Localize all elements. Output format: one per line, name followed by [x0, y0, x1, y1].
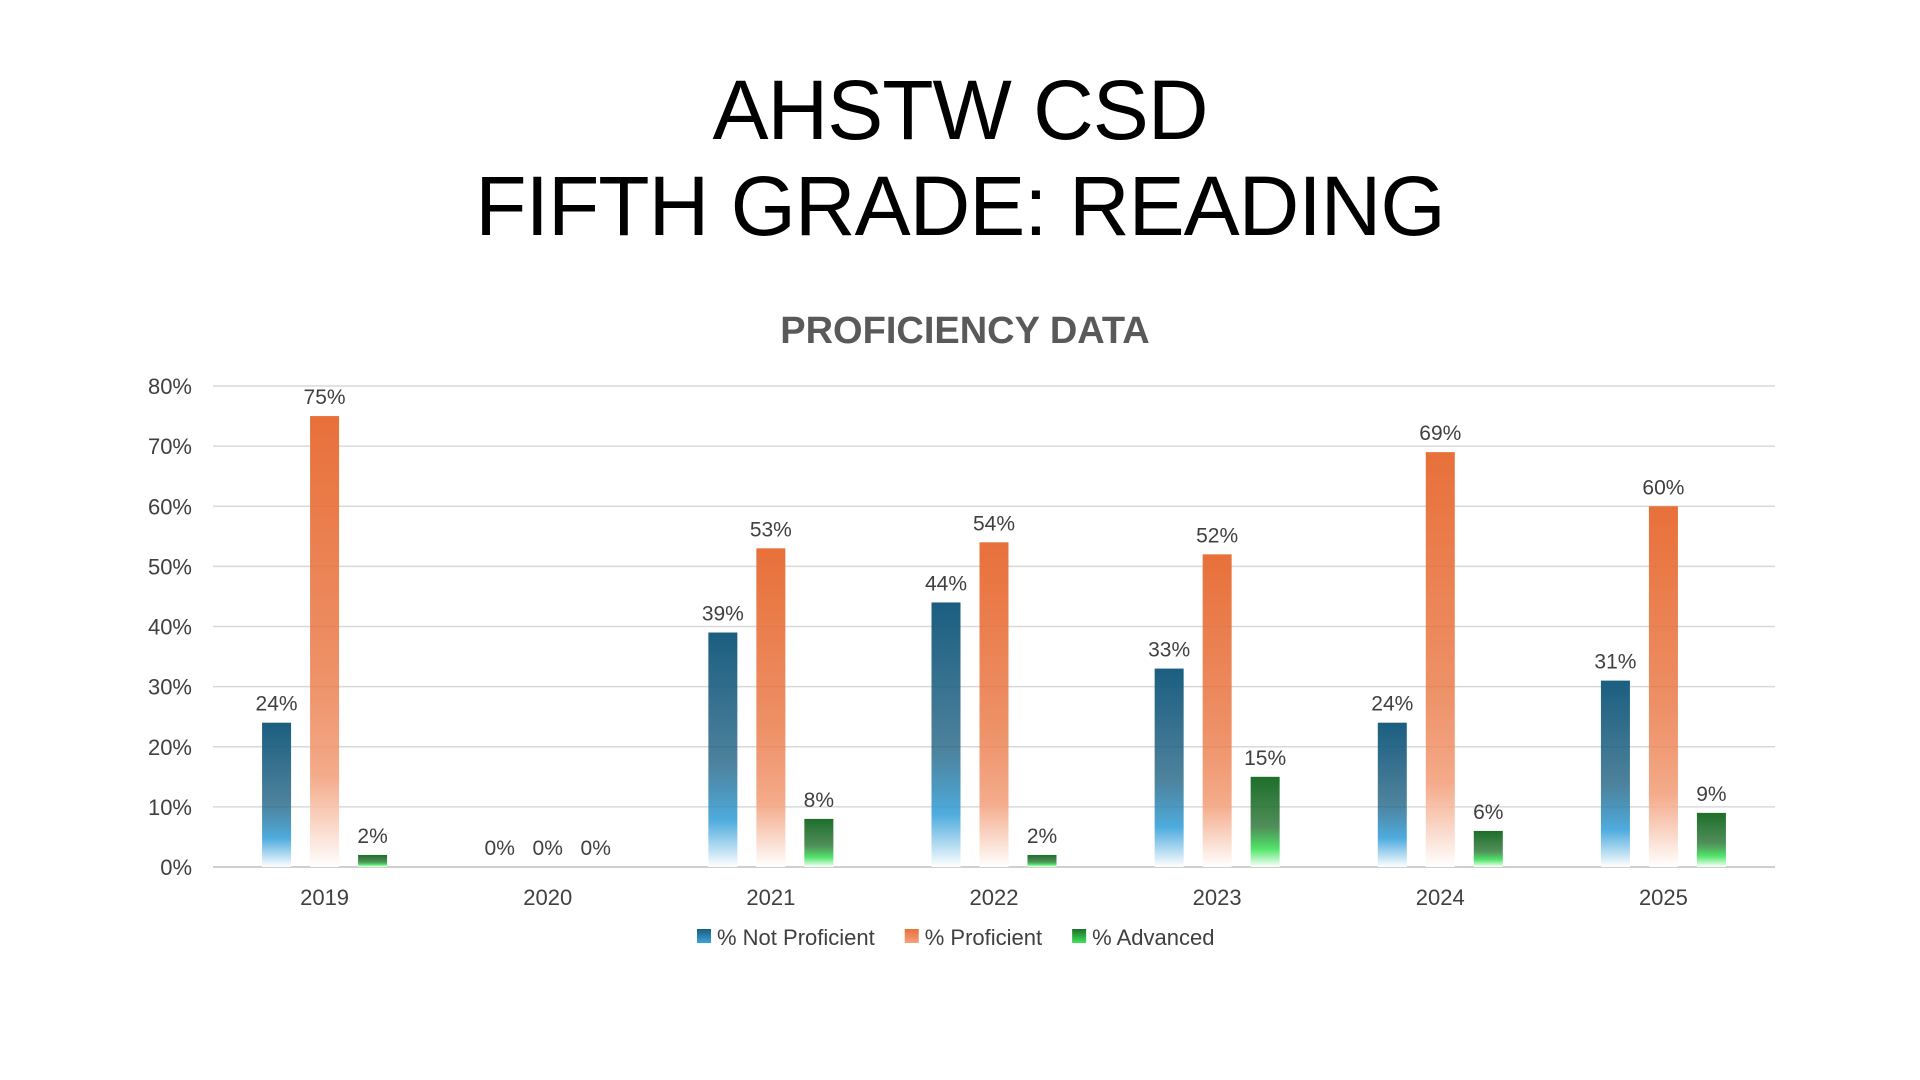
bar-advanced-2022	[1027, 854, 1057, 867]
bar-advanced-2025	[1696, 812, 1726, 867]
data-label: 0%	[533, 837, 563, 860]
x-axis: 2019 2020 2021 2022 2023 2024 2025	[300, 885, 1688, 910]
legend-swatch	[904, 929, 919, 943]
y-tick-label: 10%	[148, 795, 192, 820]
bar-proficient-2022	[979, 542, 1009, 867]
bar-not-proficient-2019	[262, 722, 292, 867]
x-tick-label: 2025	[1639, 885, 1688, 910]
legend-item: % Proficient	[904, 925, 1042, 950]
bar-advanced-2021	[804, 818, 834, 867]
y-tick-label: 60%	[148, 494, 192, 519]
data-label: 24%	[1371, 693, 1413, 716]
legend-swatch	[697, 929, 711, 943]
slide-title-line2: FIFTH GRADE: READING	[475, 159, 1445, 253]
data-label: 44%	[925, 572, 967, 595]
data-labels: 24% 75% 2% 0% 0% 0% 39% 53% 8% 44% 54% 2% 33% 52% 15% 2…	[256, 386, 1727, 860]
data-label: 69%	[1419, 422, 1461, 445]
x-tick-label: 2023	[1193, 885, 1242, 910]
legend-item: % Not Proficient	[697, 925, 875, 950]
bar-not-proficient-2022	[931, 602, 961, 867]
data-label: 54%	[973, 512, 1015, 535]
x-tick-label: 2022	[970, 885, 1019, 910]
bar-not-proficient-2024	[1377, 722, 1407, 867]
x-tick-label: 2020	[523, 885, 572, 910]
bar-proficient-2023	[1202, 554, 1232, 867]
data-label: 24%	[256, 693, 298, 716]
data-label: 60%	[1642, 476, 1684, 499]
data-label: 52%	[1196, 524, 1238, 547]
y-axis: 0% 10% 20% 30% 40% 50% 60% 70% 80%	[148, 374, 192, 880]
data-label: 75%	[304, 386, 346, 409]
legend-item: % Advanced	[1072, 925, 1214, 950]
y-tick-label: 30%	[148, 675, 192, 700]
legend-label: % Advanced	[1092, 925, 1214, 950]
data-label: 15%	[1244, 747, 1286, 770]
bar-proficient-2019	[310, 416, 340, 867]
bar-proficient-2024	[1425, 452, 1455, 867]
bar-proficient-2025	[1648, 506, 1678, 867]
data-label: 2%	[357, 825, 387, 848]
x-tick-label: 2019	[300, 885, 349, 910]
data-label: 2%	[1027, 825, 1057, 848]
data-label: 0%	[581, 837, 611, 860]
bars	[262, 416, 1726, 867]
legend-swatch	[1072, 929, 1087, 943]
y-tick-label: 0%	[160, 855, 192, 880]
y-tick-label: 40%	[148, 615, 192, 640]
bar-advanced-2019	[358, 854, 388, 867]
x-tick-label: 2024	[1416, 885, 1465, 910]
bar-not-proficient-2023	[1154, 668, 1184, 867]
data-label: 0%	[485, 837, 515, 860]
bar-advanced-2024	[1473, 830, 1503, 867]
y-tick-label: 80%	[148, 374, 192, 399]
data-label: 53%	[750, 518, 792, 541]
bar-advanced-2023	[1250, 776, 1280, 867]
slide-title-line1: AHSTW CSD	[712, 63, 1209, 157]
data-label: 39%	[702, 603, 744, 626]
data-label: 31%	[1594, 651, 1636, 674]
data-label: 33%	[1148, 639, 1190, 662]
legend-label: % Not Proficient	[717, 925, 875, 950]
data-label: 8%	[804, 789, 834, 812]
y-tick-label: 70%	[148, 434, 192, 459]
data-label: 6%	[1473, 801, 1503, 824]
bar-not-proficient-2021	[708, 632, 738, 867]
y-tick-label: 20%	[148, 735, 192, 760]
legend-label: % Proficient	[925, 925, 1042, 950]
slide-title: AHSTW CSD FIFTH GRADE: READING	[0, 62, 1920, 254]
y-tick-label: 50%	[148, 554, 192, 579]
data-label: 9%	[1696, 783, 1726, 806]
chart-title: PROFICIENCY DATA	[780, 310, 1149, 352]
bar-not-proficient-2025	[1600, 680, 1630, 867]
bar-proficient-2021	[756, 548, 786, 867]
x-tick-label: 2021	[746, 885, 795, 910]
legend: % Not Proficient % Proficient % Advanced	[697, 925, 1214, 950]
